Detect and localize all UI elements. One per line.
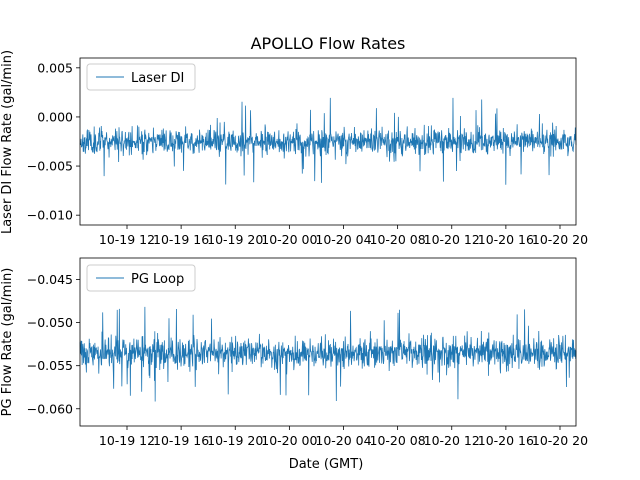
- y-tick-label: 0.005: [37, 60, 73, 75]
- y-tick-label: −0.045: [27, 272, 73, 287]
- x-tick-label: 10-19 20: [207, 232, 263, 247]
- y-tick-label: −0.050: [27, 315, 73, 330]
- y-tick-label: −0.060: [27, 401, 73, 416]
- legend-box: [86, 63, 196, 91]
- x-tick-label: 10-19 12: [99, 232, 155, 247]
- legend-box: [86, 264, 196, 292]
- y-tick-label: −0.005: [27, 159, 73, 174]
- legend-label-laser-di: Laser DI: [131, 71, 184, 86]
- x-tick-label: 10-20 20: [532, 232, 588, 247]
- y-tick-label: −0.055: [27, 358, 73, 373]
- x-tick-label: 10-20 04: [315, 433, 371, 448]
- x-tick-label: 10-19 12: [99, 433, 155, 448]
- x-tick-label: 10-19 16: [153, 232, 209, 247]
- x-tick-label: 10-20 00: [261, 232, 317, 247]
- x-tick-label: 10-20 04: [315, 232, 371, 247]
- plot-frame-pg-loop: [79, 257, 577, 427]
- x-tick-label: 10-20 12: [424, 433, 480, 448]
- x-tick-label: 10-20 20: [532, 433, 588, 448]
- y-axis-label-pg-loop: PG Flow Rate (gal/min): [0, 268, 15, 417]
- x-tick-label: 10-19 20: [207, 433, 263, 448]
- chart-title: APOLLO Flow Rates: [251, 34, 406, 53]
- y-axis-label-laser-di: Laser DI Flow Rate (gal/min): [0, 50, 15, 234]
- x-tick-label: 10-20 16: [478, 433, 534, 448]
- plot-frame-laser-di: [79, 57, 577, 226]
- x-tick-label: 10-19 16: [153, 433, 209, 448]
- legend-pg-loop: PG Loop: [86, 264, 196, 292]
- x-axis-label: Date (GMT): [289, 457, 364, 472]
- legend-label-pg-loop: PG Loop: [131, 272, 184, 287]
- x-tick-label: 10-20 08: [370, 232, 426, 247]
- x-tick-label: 10-20 08: [370, 433, 426, 448]
- y-tick-label: 0.000: [37, 109, 73, 124]
- x-tick-label: 10-20 00: [261, 433, 317, 448]
- x-tick-label: 10-20 16: [478, 232, 534, 247]
- pg-loop-series-line: [79, 306, 577, 402]
- y-tick-label: −0.010: [27, 208, 73, 223]
- legend-laser-di: Laser DI: [86, 63, 196, 91]
- laser-di-series-line: [79, 97, 577, 185]
- x-tick-label: 10-20 12: [424, 232, 480, 247]
